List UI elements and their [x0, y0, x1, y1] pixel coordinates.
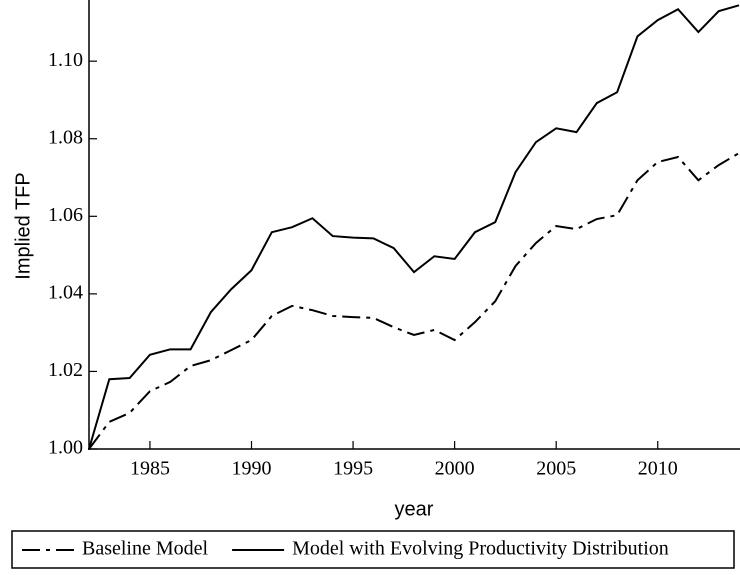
x-tick-label: 1995 — [333, 458, 373, 480]
y-tick-label: 1.10 — [48, 49, 83, 71]
x-axis-label: year — [395, 498, 434, 520]
x-tick-label: 1985 — [130, 458, 170, 480]
y-tick-label: 1.08 — [48, 126, 83, 148]
legend-box — [11, 530, 735, 569]
series-line — [88, 152, 740, 450]
x-tick-label: 2010 — [638, 458, 678, 480]
x-tick-label: 1990 — [232, 458, 272, 480]
y-tick-label: 1.02 — [48, 359, 83, 381]
y-axis-label: Implied TFP — [12, 172, 34, 279]
y-tick-label: 1.04 — [48, 281, 83, 303]
legend-label: Model with Evolving Productivity Distrib… — [292, 538, 669, 560]
y-tick-label: 1.06 — [48, 204, 83, 226]
series-line — [88, 4, 740, 450]
y-tick-label: 1.00 — [48, 437, 83, 459]
x-tick-label: 2000 — [435, 458, 475, 480]
x-tick-label: 2005 — [536, 458, 576, 480]
legend-label: Baseline Model — [82, 538, 209, 560]
